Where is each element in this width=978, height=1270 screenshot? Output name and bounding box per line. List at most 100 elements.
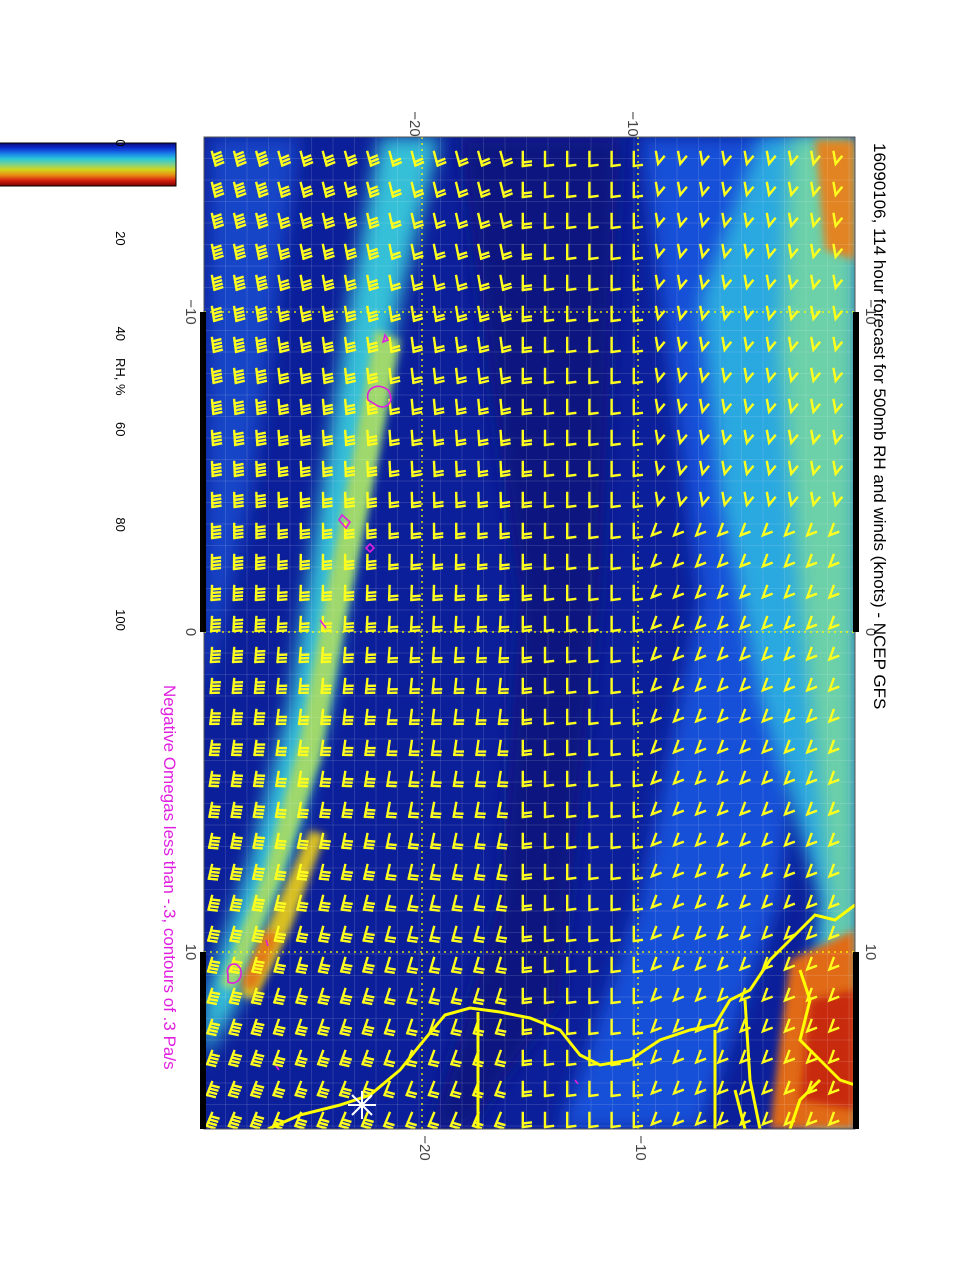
wind-barb bbox=[255, 522, 266, 540]
wind-barb bbox=[787, 243, 799, 260]
wind-barb bbox=[366, 398, 378, 416]
wind-barb bbox=[319, 801, 332, 819]
wind-barb bbox=[318, 863, 331, 881]
wind-barb bbox=[632, 925, 644, 943]
wind-barb bbox=[676, 398, 688, 415]
wind-barb bbox=[343, 398, 356, 416]
wind-barb bbox=[341, 739, 354, 757]
wind-barb bbox=[209, 708, 221, 726]
wind-barb bbox=[632, 1018, 644, 1036]
wind-barb bbox=[565, 584, 577, 602]
wind-barb bbox=[277, 181, 292, 199]
wind-barb bbox=[255, 491, 267, 509]
wind-barb bbox=[827, 863, 840, 879]
wind-barb bbox=[610, 1111, 621, 1129]
wind-barb bbox=[632, 181, 644, 199]
wind-barb bbox=[716, 522, 729, 538]
wind-barb bbox=[654, 305, 666, 322]
rh-field-moist-band bbox=[780, 137, 855, 1129]
wind-barb bbox=[543, 181, 555, 199]
wind-barb bbox=[321, 491, 333, 509]
wind-barb bbox=[716, 1049, 729, 1065]
wind-barb bbox=[699, 398, 711, 415]
wind-barb bbox=[765, 305, 777, 322]
wind-barb bbox=[543, 708, 555, 726]
wind-barb bbox=[743, 367, 755, 384]
wind-barb bbox=[649, 925, 663, 941]
wind-barb bbox=[672, 956, 685, 972]
wind-barb bbox=[672, 1080, 685, 1096]
wind-barb bbox=[832, 429, 844, 446]
wind-barb bbox=[543, 522, 555, 540]
wind-barb bbox=[783, 677, 796, 693]
wind-barb bbox=[521, 491, 533, 509]
wind-barb bbox=[277, 367, 290, 385]
wind-barb bbox=[454, 398, 467, 416]
wind-barb bbox=[738, 522, 751, 538]
wind-barb bbox=[787, 429, 799, 446]
wind-barb bbox=[475, 739, 487, 757]
wind-barb bbox=[543, 336, 555, 354]
wind-barb bbox=[699, 491, 711, 508]
wind-barb bbox=[521, 522, 533, 540]
wind-barb bbox=[649, 739, 663, 755]
wind-barb bbox=[649, 956, 663, 972]
wind-barb bbox=[454, 274, 468, 292]
wind-barb bbox=[521, 832, 533, 850]
left-axis-label: 10 bbox=[182, 944, 199, 961]
wind-barb bbox=[760, 646, 774, 662]
wind-barb bbox=[610, 491, 621, 509]
wind-barb bbox=[386, 739, 398, 757]
wind-barb bbox=[295, 987, 308, 1006]
wind-barb bbox=[787, 491, 799, 508]
wind-barb bbox=[299, 398, 312, 416]
wind-barb bbox=[299, 181, 314, 199]
wind-barb bbox=[275, 677, 288, 695]
wind-barb bbox=[432, 398, 445, 416]
wind-barb bbox=[810, 212, 822, 229]
wind-barb bbox=[743, 429, 755, 446]
wind-barb bbox=[610, 770, 621, 788]
wind-barb bbox=[699, 460, 711, 477]
wind-barb bbox=[449, 1080, 462, 1099]
wind-barb bbox=[565, 708, 577, 726]
wind-barb bbox=[765, 212, 777, 229]
wind-barb bbox=[274, 770, 287, 788]
wind-barb bbox=[738, 553, 751, 569]
wind-barb bbox=[716, 1111, 729, 1127]
wind-barb bbox=[588, 1080, 599, 1098]
wind-barb bbox=[406, 956, 419, 975]
wind-barb bbox=[721, 429, 733, 446]
wind-barb bbox=[255, 460, 267, 478]
wind-barb bbox=[716, 584, 729, 600]
wind-barb bbox=[832, 367, 844, 384]
wind-barb bbox=[832, 150, 844, 167]
wind-barb bbox=[299, 553, 311, 571]
wind-barb bbox=[760, 677, 774, 693]
wind-barb bbox=[738, 863, 751, 879]
wind-barb bbox=[565, 1018, 577, 1036]
wind-barb bbox=[385, 801, 398, 819]
wind-barb bbox=[232, 274, 246, 292]
wind-barb bbox=[827, 1111, 840, 1127]
wind-barb bbox=[676, 243, 688, 260]
wind-barb bbox=[716, 646, 729, 662]
wind-barb bbox=[321, 429, 334, 447]
wind-barb bbox=[649, 708, 663, 724]
wind-barb bbox=[783, 584, 796, 600]
wind-barb bbox=[588, 1018, 599, 1036]
wind-barb bbox=[343, 212, 358, 230]
wind-barb bbox=[699, 429, 711, 446]
wind-barb bbox=[676, 460, 688, 477]
wind-barb bbox=[827, 987, 840, 1003]
wind-barb bbox=[494, 987, 507, 1006]
wind-barb bbox=[832, 181, 844, 198]
wind-barb bbox=[498, 646, 510, 664]
wind-barb bbox=[543, 739, 555, 757]
wind-barb bbox=[565, 243, 577, 261]
wind-barb bbox=[654, 491, 666, 508]
wind-barb bbox=[432, 274, 446, 292]
wind-barb bbox=[210, 460, 223, 478]
wind-barb bbox=[454, 460, 467, 478]
